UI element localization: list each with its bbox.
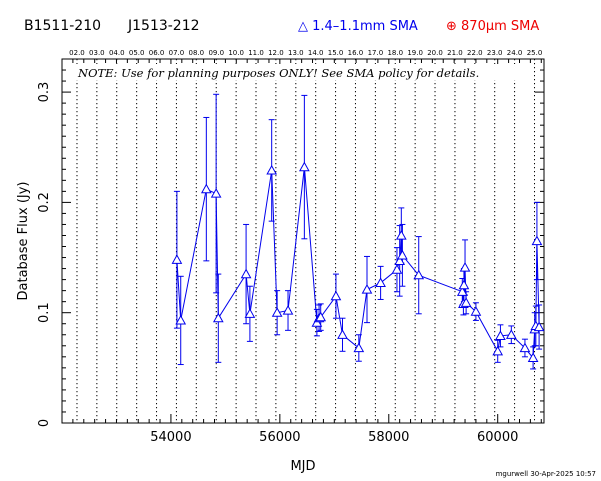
data-point-triangle [533, 321, 545, 332]
data-point-triangle [271, 307, 283, 317]
year-label: 03.0 [89, 49, 105, 57]
data-point-triangle [519, 342, 531, 353]
data-point-triangle [361, 284, 373, 294]
footer-credit: mgurwell 30-Apr-2025 10:57 [496, 470, 596, 478]
year-label: 17.0 [368, 49, 384, 57]
data-point-triangle [330, 290, 342, 301]
data-point-triangle [413, 269, 425, 280]
y-tick-label: 0.2 [37, 192, 52, 213]
data-point-triangle [495, 330, 506, 340]
year-label: 02.0 [69, 49, 85, 57]
year-label: 13.0 [288, 49, 304, 57]
data-point-triangle [391, 264, 403, 274]
year-labels: 02.0 03.0 04.0 05.0 06.0 07.0 08.0 09.0 10.0 11.0… [69, 49, 542, 57]
note-background [74, 64, 524, 80]
data-point-triangle [505, 329, 517, 339]
year-label: 08.0 [189, 49, 205, 57]
year-label: 22.0 [467, 49, 483, 57]
data-point-triangle [315, 311, 327, 322]
x-tick-label: 54000 [150, 430, 191, 445]
year-label: 11.0 [248, 49, 264, 57]
year-label: 06.0 [149, 49, 165, 57]
data-point-triangle [353, 342, 365, 353]
year-label: 14.0 [308, 49, 324, 57]
year-label: 16.0 [348, 49, 364, 57]
year-label: 10.0 [228, 49, 244, 57]
data-point-triangle [397, 249, 408, 260]
x-tick-label: 60000 [477, 430, 518, 445]
data-point-triangle [337, 329, 348, 339]
year-label: 18.0 [387, 49, 403, 57]
year-label: 25.0 [527, 49, 543, 57]
year-label: 04.0 [109, 49, 125, 57]
year-label: 09.0 [208, 49, 224, 57]
year-label: 15.0 [328, 49, 344, 57]
data-point-triangle [240, 268, 252, 279]
data-point-triangle [282, 304, 294, 315]
data-point-triangle [460, 297, 472, 307]
series-polyline [176, 167, 540, 360]
plot-frame [61, 58, 545, 424]
y-tick-label: 0.1 [37, 302, 52, 323]
data-point-triangle [527, 352, 539, 363]
data-point-triangle [375, 277, 386, 288]
data-point-triangle [394, 255, 406, 265]
data-point-triangle [210, 188, 222, 198]
year-label: 21.0 [447, 49, 463, 57]
data-point-triangle [299, 161, 310, 172]
alt-source-name: J1513-212 [127, 18, 200, 34]
error-bars [173, 93, 543, 370]
data-point-triangle [458, 279, 470, 290]
x-tick-label: 58000 [368, 430, 409, 445]
year-label: 05.0 [129, 49, 145, 57]
data-point-triangle [212, 312, 224, 323]
data-point-triangle [456, 286, 468, 296]
year-label: 23.0 [487, 49, 503, 57]
x-tick-label: 56000 [259, 430, 300, 445]
year-label: 12.0 [268, 49, 284, 57]
year-label: 20.0 [427, 49, 443, 57]
y-tick-label: 0.3 [37, 82, 52, 103]
x-axis-label: MJD [290, 459, 315, 474]
series-line [176, 167, 540, 360]
y-tick-label: 0 [37, 419, 52, 427]
data-point-triangle [459, 261, 471, 272]
y-axis-label: Database Flux (Jy) [16, 182, 31, 301]
year-gridlines [76, 59, 536, 423]
y-axis-ticks: 0 0.1 0.2 0.3 [37, 69, 544, 427]
planning-note: NOTE: Use for planning purposes ONLY! Se… [77, 66, 479, 80]
year-label: 19.0 [407, 49, 423, 57]
data-point-triangle [531, 235, 543, 246]
data-point-triangle [171, 254, 183, 264]
data-point-triangle [492, 345, 504, 356]
legend-sma-870: ⊕ 870μm SMA [446, 19, 539, 34]
data-point-triangle [200, 183, 212, 194]
source-name: B1511-210 [24, 18, 101, 34]
data-points [171, 161, 545, 363]
year-label: 07.0 [169, 49, 185, 57]
legend-sma-1mm: △ 1.4–1.1mm SMA [298, 19, 418, 34]
data-point-triangle [244, 308, 256, 318]
data-point-triangle [395, 229, 407, 240]
x-axis-ticks: 54000 56000 58000 60000 [72, 59, 542, 445]
data-point-triangle [470, 306, 482, 316]
data-point-triangle [175, 314, 187, 325]
year-label: 24.0 [507, 49, 523, 57]
data-point-triangle [266, 164, 278, 175]
